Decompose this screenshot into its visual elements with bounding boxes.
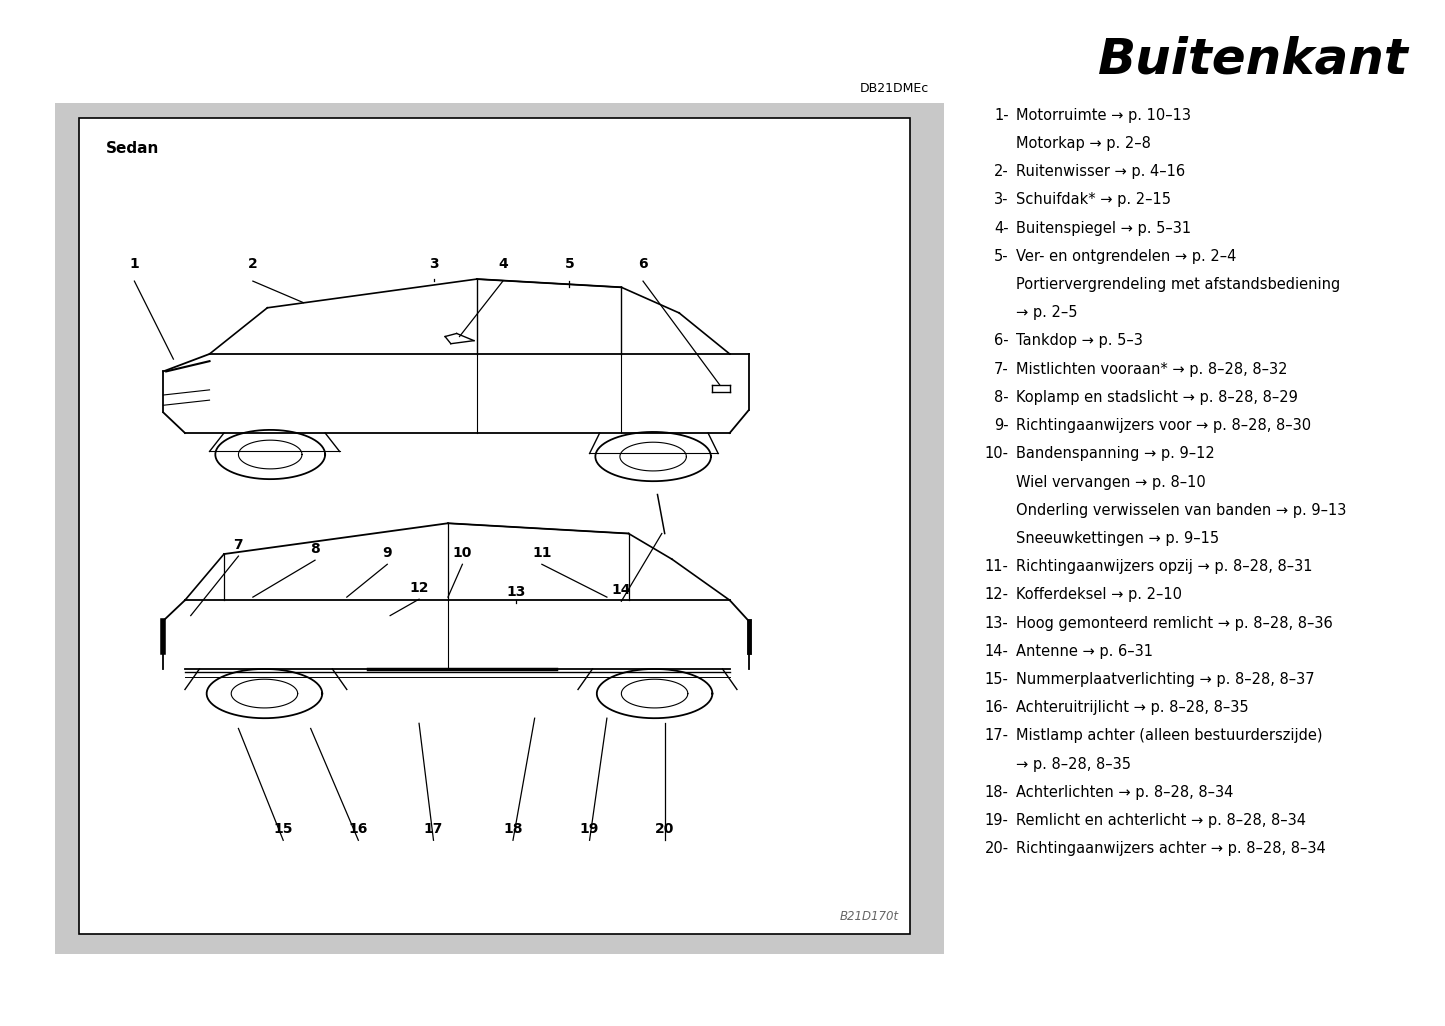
Text: Motorruimte → p. 10–13: Motorruimte → p. 10–13 xyxy=(1016,108,1191,123)
Text: Portiervergrendeling met afstandsbediening: Portiervergrendeling met afstandsbedieni… xyxy=(1016,277,1340,292)
Text: 9: 9 xyxy=(383,546,392,560)
Text: 15-: 15- xyxy=(984,672,1009,687)
Text: 12: 12 xyxy=(409,581,429,595)
Text: 17-: 17- xyxy=(984,728,1009,744)
Text: 2: 2 xyxy=(249,256,257,271)
Text: 20: 20 xyxy=(655,822,675,836)
Text: Mistlichten vooraan* → p. 8–28, 8–32: Mistlichten vooraan* → p. 8–28, 8–32 xyxy=(1016,361,1287,377)
Text: Richtingaanwijzers voor → p. 8–28, 8–30: Richtingaanwijzers voor → p. 8–28, 8–30 xyxy=(1016,418,1311,433)
Text: 5-: 5- xyxy=(994,248,1009,264)
Text: Ruitenwisser → p. 4–16: Ruitenwisser → p. 4–16 xyxy=(1016,164,1185,180)
Text: 13-: 13- xyxy=(985,616,1009,631)
Text: Koplamp en stadslicht → p. 8–28, 8–29: Koplamp en stadslicht → p. 8–28, 8–29 xyxy=(1016,390,1298,405)
Text: 3-: 3- xyxy=(994,192,1009,207)
Text: Sedan: Sedan xyxy=(105,141,159,156)
Text: 16-: 16- xyxy=(984,700,1009,715)
Text: 2-: 2- xyxy=(994,164,1009,180)
Text: Kofferdeksel → p. 2–10: Kofferdeksel → p. 2–10 xyxy=(1016,587,1182,602)
Text: → p. 8–28, 8–35: → p. 8–28, 8–35 xyxy=(1016,756,1131,772)
Text: 11: 11 xyxy=(532,546,552,560)
Text: Schuifdak* → p. 2–15: Schuifdak* → p. 2–15 xyxy=(1016,192,1170,207)
Text: 9-: 9- xyxy=(994,418,1009,433)
Text: 15: 15 xyxy=(273,822,293,836)
Text: → p. 2–5: → p. 2–5 xyxy=(1016,305,1078,320)
Text: 7-: 7- xyxy=(994,361,1009,377)
Text: Bandenspanning → p. 9–12: Bandenspanning → p. 9–12 xyxy=(1016,446,1215,462)
Text: 4: 4 xyxy=(499,256,507,271)
Text: Achteruitrijlicht → p. 8–28, 8–35: Achteruitrijlicht → p. 8–28, 8–35 xyxy=(1016,700,1248,715)
Text: 6-: 6- xyxy=(994,333,1009,349)
Text: DB21DMEc: DB21DMEc xyxy=(860,82,929,95)
Text: Mistlamp achter (alleen bestuurderszijde): Mistlamp achter (alleen bestuurderszijde… xyxy=(1016,728,1322,744)
Text: 6: 6 xyxy=(639,256,647,271)
Text: 5: 5 xyxy=(565,256,574,271)
Text: Tankdop → p. 5–3: Tankdop → p. 5–3 xyxy=(1016,333,1143,349)
Text: 4-: 4- xyxy=(994,221,1009,236)
Text: 17: 17 xyxy=(423,822,444,836)
Text: 20-: 20- xyxy=(984,841,1009,857)
Text: Richtingaanwijzers achter → p. 8–28, 8–34: Richtingaanwijzers achter → p. 8–28, 8–3… xyxy=(1016,841,1325,857)
Text: Buitenspiegel → p. 5–31: Buitenspiegel → p. 5–31 xyxy=(1016,221,1191,236)
Text: 12-: 12- xyxy=(984,587,1009,602)
Text: 19: 19 xyxy=(579,822,600,836)
Text: 7: 7 xyxy=(234,538,243,552)
Text: 1-: 1- xyxy=(994,108,1009,123)
Text: Buitenkant: Buitenkant xyxy=(1098,36,1409,84)
Text: 10-: 10- xyxy=(984,446,1009,462)
Text: Antenne → p. 6–31: Antenne → p. 6–31 xyxy=(1016,643,1153,659)
Text: 18: 18 xyxy=(503,822,523,836)
Text: B21D170t: B21D170t xyxy=(840,910,899,923)
Text: 10: 10 xyxy=(452,546,473,560)
Text: 14-: 14- xyxy=(984,643,1009,659)
Text: 8: 8 xyxy=(311,542,319,556)
Bar xyxy=(79,118,910,934)
Text: Ver- en ontgrendelen → p. 2–4: Ver- en ontgrendelen → p. 2–4 xyxy=(1016,248,1237,264)
Text: Richtingaanwijzers opzij → p. 8–28, 8–31: Richtingaanwijzers opzij → p. 8–28, 8–31 xyxy=(1016,559,1312,575)
Text: 8-: 8- xyxy=(994,390,1009,405)
Text: 1: 1 xyxy=(130,256,139,271)
Text: Wiel vervangen → p. 8–10: Wiel vervangen → p. 8–10 xyxy=(1016,474,1205,489)
Text: Onderling verwisselen van banden → p. 9–13: Onderling verwisselen van banden → p. 9–… xyxy=(1016,503,1347,518)
Text: Nummerplaatverlichting → p. 8–28, 8–37: Nummerplaatverlichting → p. 8–28, 8–37 xyxy=(1016,672,1315,687)
Text: Achterlichten → p. 8–28, 8–34: Achterlichten → p. 8–28, 8–34 xyxy=(1016,785,1233,800)
Text: Remlicht en achterlicht → p. 8–28, 8–34: Remlicht en achterlicht → p. 8–28, 8–34 xyxy=(1016,813,1306,828)
Text: 14: 14 xyxy=(611,583,631,597)
Text: 19-: 19- xyxy=(984,813,1009,828)
Text: 18-: 18- xyxy=(984,785,1009,800)
Bar xyxy=(55,103,944,954)
Text: Motorkap → p. 2–8: Motorkap → p. 2–8 xyxy=(1016,135,1150,151)
Text: 11-: 11- xyxy=(984,559,1009,575)
Text: Sneeuwkettingen → p. 9–15: Sneeuwkettingen → p. 9–15 xyxy=(1016,530,1220,546)
Text: 16: 16 xyxy=(348,822,368,836)
Text: 13: 13 xyxy=(506,585,526,599)
Text: Hoog gemonteerd remlicht → p. 8–28, 8–36: Hoog gemonteerd remlicht → p. 8–28, 8–36 xyxy=(1016,616,1332,631)
Text: 3: 3 xyxy=(429,256,438,271)
